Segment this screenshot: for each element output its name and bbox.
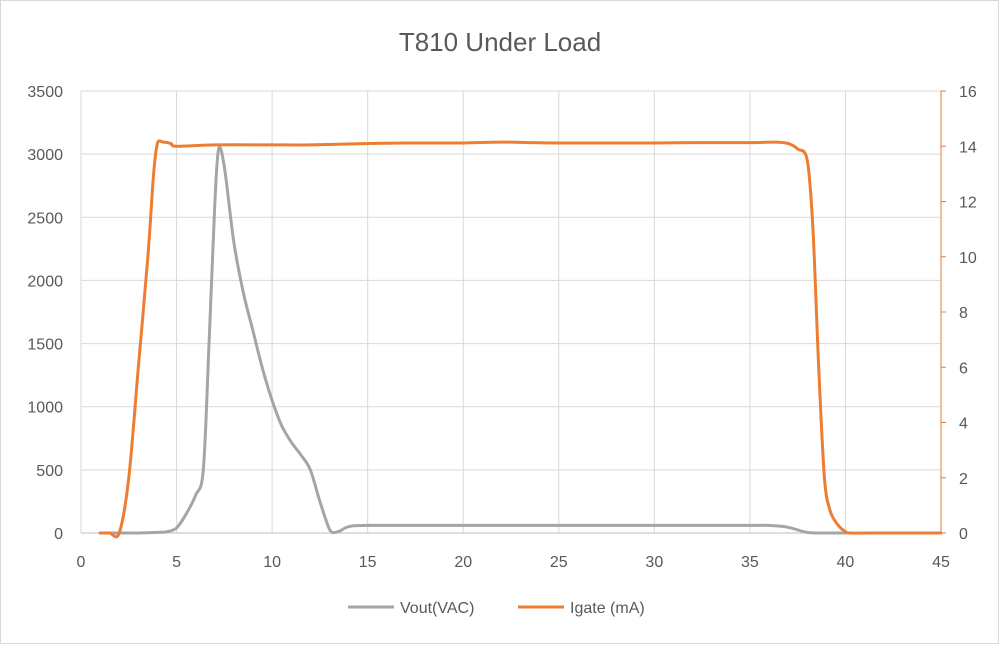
x-tick-label: 15 xyxy=(359,554,377,571)
x-tick-label: 45 xyxy=(932,554,950,571)
series-lines xyxy=(98,139,943,539)
y-tick-label: 1500 xyxy=(27,337,63,354)
y-tick-label: 3500 xyxy=(27,84,63,101)
y-tick-label: 3000 xyxy=(27,147,63,164)
x-tick-label: 10 xyxy=(263,554,281,571)
y-tick-label: 0 xyxy=(54,526,63,543)
x-tick-label: 5 xyxy=(172,554,181,571)
chart-title: T810 Under Load xyxy=(399,27,601,57)
x-tick-label: 0 xyxy=(77,554,86,571)
x-tick-label: 30 xyxy=(645,554,663,571)
legend-label: Igate (mA) xyxy=(570,600,645,617)
y2-tick-label: 4 xyxy=(959,416,968,433)
y2-tick-label: 14 xyxy=(959,139,977,156)
y2-tick-label: 0 xyxy=(959,526,968,543)
series-line-igate xyxy=(98,139,943,539)
y2-tick-label: 16 xyxy=(959,84,977,101)
y2-tick-label: 12 xyxy=(959,195,977,212)
y2-tick-label: 10 xyxy=(959,250,977,267)
series-line-vout xyxy=(98,145,847,535)
y2-tick-label: 2 xyxy=(959,471,968,488)
legend: Vout(VAC) Igate (mA) xyxy=(348,600,645,617)
x-tick-label: 25 xyxy=(550,554,568,571)
x-tick-label: 20 xyxy=(454,554,472,571)
y-tick-label: 2500 xyxy=(27,210,63,227)
y-tick-label: 1000 xyxy=(27,400,63,417)
y2-tick-label: 8 xyxy=(959,305,968,322)
y-tick-label: 500 xyxy=(36,463,63,480)
y-tick-label: 2000 xyxy=(27,273,63,290)
legend-label: Vout(VAC) xyxy=(400,600,474,617)
x-tick-label: 35 xyxy=(741,554,759,571)
y2-tick-label: 6 xyxy=(959,360,968,377)
x-tick-label: 40 xyxy=(837,554,855,571)
